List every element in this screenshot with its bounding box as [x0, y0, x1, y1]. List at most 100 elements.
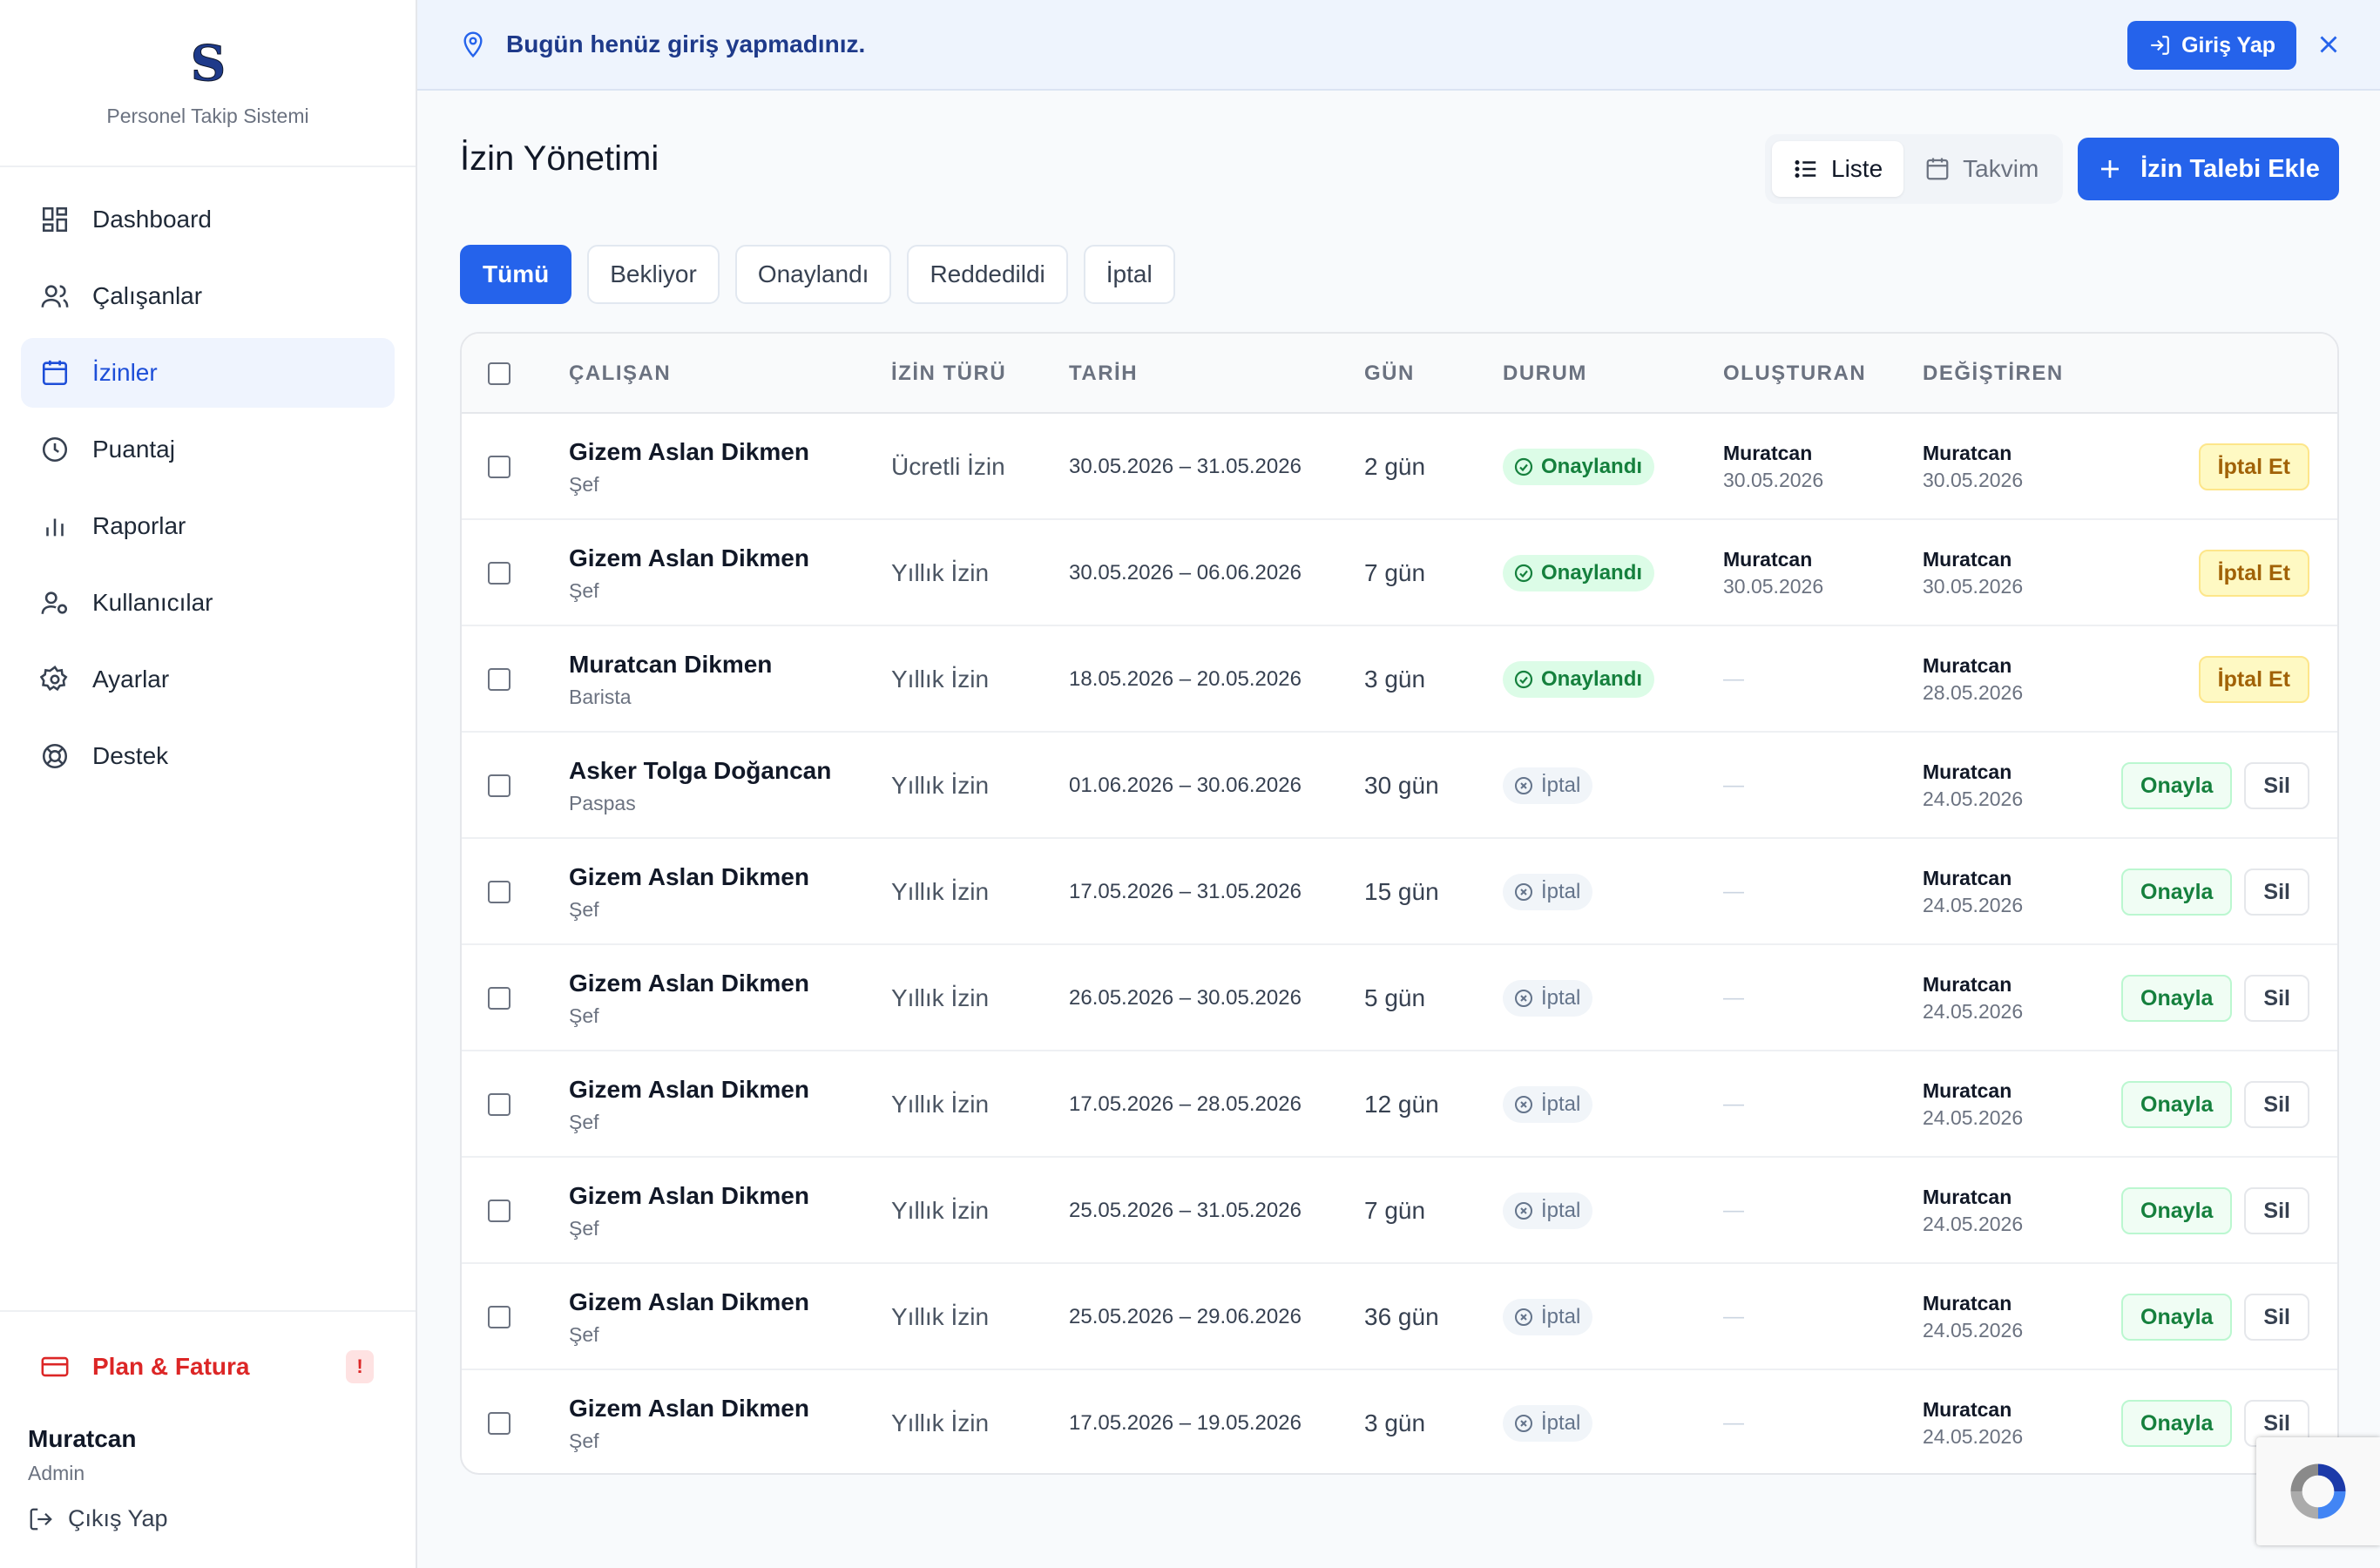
row-checkbox[interactable]: [488, 668, 510, 691]
modified-by-name: Muratcan: [1923, 760, 2012, 783]
close-icon[interactable]: [2314, 30, 2343, 59]
filter-tab-2[interactable]: Onaylandı: [734, 245, 892, 304]
modified-by-name: Muratcan: [1923, 654, 2012, 677]
approve-button[interactable]: Onayla: [2121, 1400, 2233, 1447]
modified-by: Muratcan 30.05.2026: [1923, 414, 2023, 520]
credit-card-icon: [40, 1352, 70, 1382]
sidebar-item-6[interactable]: Ayarlar: [21, 645, 395, 714]
sidebar: S Personel Takip Sistemi Dashboard Çalışa…: [0, 0, 417, 1568]
plan-billing-link[interactable]: Plan & Fatura !: [21, 1336, 374, 1397]
approve-button[interactable]: Onayla: [2121, 975, 2233, 1022]
sidebar-item-label: Destek: [92, 742, 169, 769]
add-leave-request-button[interactable]: İzin Talebi Ekle: [2078, 138, 2339, 200]
cancel-leave-button[interactable]: İptal Et: [2198, 550, 2309, 597]
check-circle-icon: [1513, 456, 1534, 477]
row-checkbox[interactable]: [488, 1093, 510, 1116]
created-by: —: [1723, 945, 1744, 1051]
cancel-leave-button[interactable]: İptal Et: [2198, 656, 2309, 703]
row-actions: İptal Et: [2187, 443, 2309, 490]
approve-button[interactable]: Onayla: [2121, 1081, 2233, 1128]
sidebar-item-5[interactable]: Kullanıcılar: [21, 568, 395, 638]
status-filter-tabs: Tümü Bekliyor Onaylandı Reddedildi İptal: [460, 245, 1191, 304]
empty-dash: —: [1723, 880, 1744, 903]
sidebar-item-2[interactable]: İzinler: [21, 338, 395, 408]
employee-role: Şef: [569, 898, 599, 921]
sidebar-item-3[interactable]: Puantaj: [21, 415, 395, 484]
modified-by-date: 24.05.2026: [1923, 787, 2024, 810]
sidebar-item-0[interactable]: Dashboard: [21, 185, 395, 254]
delete-button[interactable]: Sil: [2244, 1187, 2309, 1234]
employee-role: Barista: [569, 686, 632, 708]
created-by: —: [1723, 1370, 1744, 1473]
status-badge: Onaylandı: [1503, 661, 1655, 698]
filter-tab-0[interactable]: Tümü: [460, 245, 572, 304]
leave-type: Yıllık İzin: [891, 1303, 990, 1330]
row-actions: Onayla Sil: [2109, 1081, 2309, 1128]
view-calendar-label: Takvim: [1963, 155, 2039, 182]
employee-name: Gizem Aslan Dikmen: [569, 1182, 809, 1209]
brand: S Personel Takip Sistemi: [0, 0, 416, 167]
filter-tab-1[interactable]: Bekliyor: [587, 245, 720, 304]
modified-by-date: 24.05.2026: [1923, 1106, 2024, 1129]
x-circle-icon: [1513, 1413, 1534, 1434]
login-button[interactable]: Giriş Yap: [2127, 21, 2296, 70]
row-checkbox[interactable]: [488, 456, 510, 478]
employee-role: Şef: [569, 473, 599, 496]
calendar-icon: [40, 358, 70, 388]
created-by: Muratcan 30.05.2026: [1723, 520, 1823, 626]
status-badge: İptal: [1503, 1405, 1593, 1442]
sidebar-item-1[interactable]: Çalışanlar: [21, 261, 395, 331]
approve-button[interactable]: Onayla: [2121, 1294, 2233, 1341]
row-checkbox[interactable]: [488, 987, 510, 1010]
sidebar-item-4[interactable]: Raporlar: [21, 491, 395, 561]
sidebar-item-7[interactable]: Destek: [21, 721, 395, 791]
leave-days: 7 gün: [1364, 1197, 1426, 1224]
row-checkbox[interactable]: [488, 1412, 510, 1435]
logout-button[interactable]: Çıkış Yap: [28, 1505, 168, 1532]
row-checkbox[interactable]: [488, 881, 510, 903]
svg-text:S: S: [190, 37, 225, 89]
delete-button[interactable]: Sil: [2244, 868, 2309, 916]
delete-button[interactable]: Sil: [2244, 762, 2309, 809]
modified-by-name: Muratcan: [1923, 1186, 2012, 1208]
approve-button[interactable]: Onayla: [2121, 868, 2233, 916]
sidebar-nav: Dashboard Çalışanlar İzinler Puantaj Raporla…: [0, 167, 416, 791]
row-checkbox[interactable]: [488, 774, 510, 797]
status-badge: İptal: [1503, 1299, 1593, 1335]
created-by-name: Muratcan: [1723, 548, 1813, 571]
created-by: —: [1723, 1264, 1744, 1370]
leave-date-range: 01.06.2026 – 30.06.2026: [1069, 774, 1302, 797]
delete-button[interactable]: Sil: [2244, 975, 2309, 1022]
row-checkbox[interactable]: [488, 1306, 510, 1328]
status-badge: İptal: [1503, 1193, 1593, 1229]
row-checkbox[interactable]: [488, 562, 510, 585]
delete-button[interactable]: Sil: [2244, 1081, 2309, 1128]
employee-name: Gizem Aslan Dikmen: [569, 1395, 809, 1422]
filter-tab-4[interactable]: İptal: [1083, 245, 1175, 304]
select-all-checkbox[interactable]: [488, 362, 510, 385]
row-actions: İptal Et: [2187, 656, 2309, 703]
row-actions: İptal Et: [2187, 550, 2309, 597]
dashboard-icon: [40, 205, 70, 234]
view-list-button[interactable]: Liste: [1772, 141, 1904, 197]
employee-name: Gizem Aslan Dikmen: [569, 544, 809, 571]
recaptcha-badge[interactable]: [2256, 1437, 2380, 1545]
x-circle-icon: [1513, 775, 1534, 796]
approve-button[interactable]: Onayla: [2121, 1187, 2233, 1234]
view-calendar-button[interactable]: Takvim: [1903, 141, 2059, 197]
created-by: —: [1723, 1158, 1744, 1264]
gear-icon: [40, 665, 70, 694]
x-circle-icon: [1513, 882, 1534, 902]
leave-date-range: 26.05.2026 – 30.05.2026: [1069, 986, 1302, 1010]
sidebar-item-label: Ayarlar: [92, 666, 170, 693]
leave-date-range: 18.05.2026 – 20.05.2026: [1069, 667, 1302, 691]
delete-button[interactable]: Sil: [2244, 1294, 2309, 1341]
created-by-date: 30.05.2026: [1723, 469, 1824, 491]
add-leave-request-label: İzin Talebi Ekle: [2140, 154, 2320, 183]
row-checkbox[interactable]: [488, 1200, 510, 1222]
filter-tab-3[interactable]: Reddedildi: [907, 245, 1068, 304]
cancel-leave-button[interactable]: İptal Et: [2198, 443, 2309, 490]
approve-button[interactable]: Onayla: [2121, 762, 2233, 809]
leave-date-range: 30.05.2026 – 06.06.2026: [1069, 561, 1302, 585]
leave-type: Yıllık İzin: [891, 1197, 990, 1224]
